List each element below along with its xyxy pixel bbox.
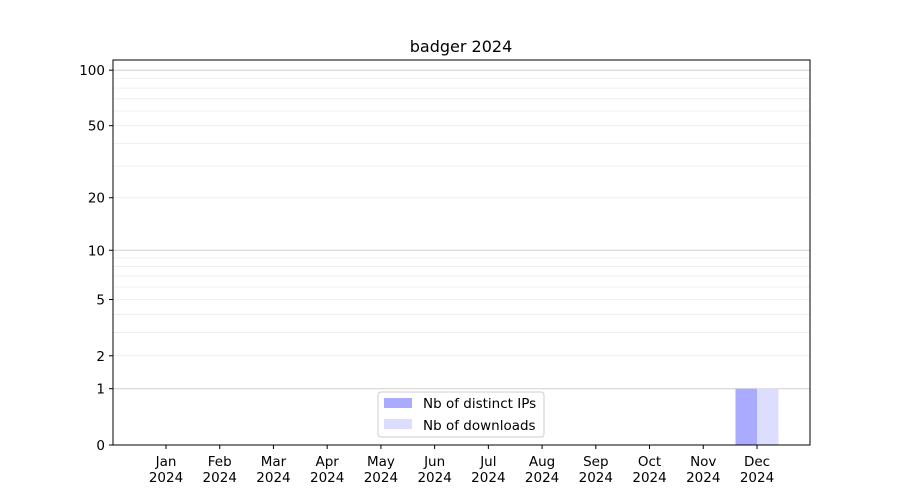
x-tick-label: May 2024 [364, 454, 398, 486]
y-tick-label: 100 [79, 63, 105, 79]
x-tick-label: Jan 2024 [149, 454, 183, 486]
y-tick-label: 2 [96, 349, 105, 365]
y-tick-label: 10 [88, 243, 105, 259]
x-tick-label: Sep 2024 [579, 454, 613, 486]
legend: Nb of distinct IPs Nb of downloads [377, 391, 545, 438]
y-tick-label: 1 [96, 382, 105, 398]
bar-downloads [757, 388, 779, 445]
y-tick-label: 20 [88, 191, 105, 207]
chart-title: badger 2024 [410, 37, 513, 56]
y-tick-label: 0 [96, 438, 105, 454]
gridlines [113, 69, 810, 390]
x-tick-label: Apr 2024 [310, 454, 344, 486]
x-tick-label: Oct 2024 [632, 454, 666, 486]
legend-label-downloads: Nb of downloads [423, 418, 536, 434]
y-tick-label: 5 [96, 292, 105, 308]
y-tick-label: 50 [88, 119, 105, 135]
x-axis: Jan 2024 Feb 2024 Mar 2024 Apr 2024 May 2024 Jun 20… [149, 445, 774, 486]
plot-frame [112, 59, 811, 446]
legend-label-ips: Nb of distinct IPs [423, 396, 536, 412]
y-axis: 0 1 2 5 10 20 50 100 [79, 63, 113, 454]
x-tick-label: Jun 2024 [417, 454, 451, 486]
x-tick-label: Jul 2024 [471, 454, 505, 486]
x-tick-label: Aug 2024 [525, 454, 559, 486]
legend-swatch-ips [384, 398, 412, 408]
x-tick-label: Nov 2024 [686, 454, 720, 486]
x-tick-label: Mar 2024 [256, 454, 290, 486]
legend-swatch-downloads [384, 419, 412, 429]
x-tick-label: Feb 2024 [203, 454, 237, 486]
bars [735, 388, 779, 445]
bar-distinct-ips [735, 388, 757, 445]
x-tick-label: Dec 2024 [740, 454, 774, 486]
